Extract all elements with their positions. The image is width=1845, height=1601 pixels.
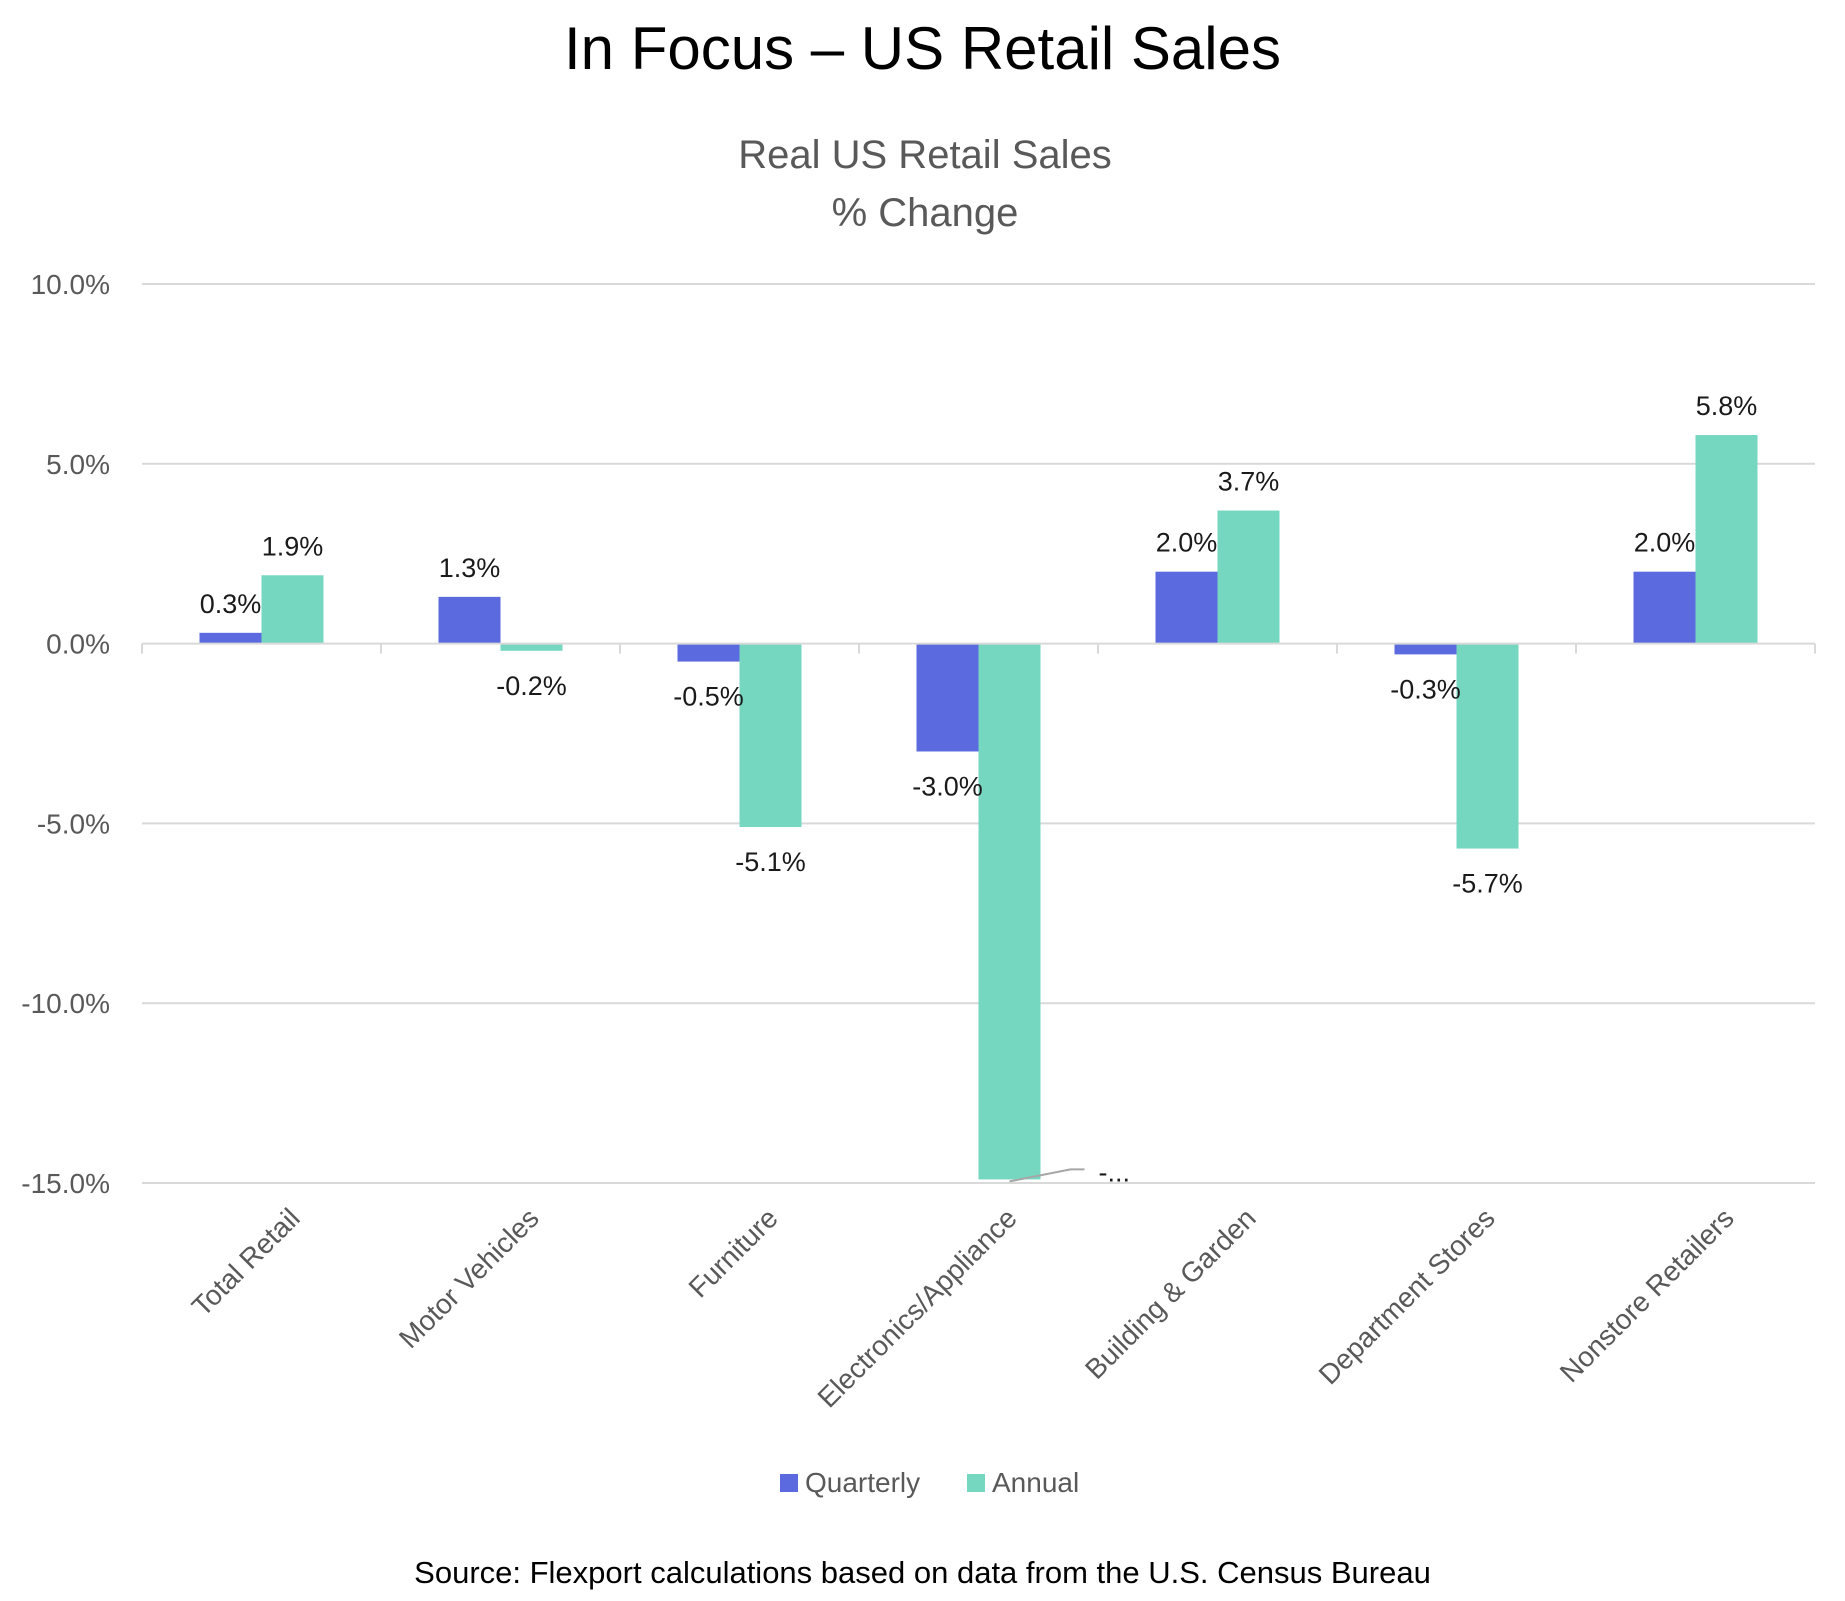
x-category-label: Electronics/Appliance — [812, 1202, 1023, 1413]
bar-annual-5 — [1217, 510, 1280, 644]
bar-annual-1 — [261, 575, 324, 644]
bar-quarterly-5 — [1155, 571, 1218, 644]
x-category-label: Furniture — [683, 1202, 784, 1303]
y-tick-label: -5.0% — [37, 808, 110, 839]
data-label: -... — [1099, 1157, 1131, 1187]
legend-swatch-annual — [967, 1474, 985, 1492]
data-label: 3.7% — [1218, 467, 1280, 497]
data-label: 1.9% — [262, 531, 324, 561]
legend-label-quarterly: Quarterly — [805, 1467, 920, 1498]
bar-annual-6 — [1456, 643, 1519, 849]
chart-title: Real US Retail Sales — [738, 133, 1112, 177]
bar-quarterly-7 — [1633, 571, 1696, 644]
bar-annual-7 — [1695, 435, 1758, 644]
x-category-label: Motor Vehicles — [393, 1202, 545, 1354]
x-category-label: Building & Garden — [1079, 1202, 1262, 1385]
leader-line — [1009, 1168, 1085, 1183]
bar-quarterly-1 — [199, 632, 262, 644]
data-label: -0.3% — [1390, 674, 1461, 704]
bar-quarterly-6 — [1394, 643, 1457, 655]
page-title: In Focus – US Retail Sales — [564, 15, 1281, 82]
bar-annual-3 — [739, 643, 802, 827]
data-label: 2.0% — [1634, 528, 1696, 558]
legend-swatch-quarterly — [780, 1474, 798, 1492]
y-tick-label: -15.0% — [21, 1168, 110, 1199]
bar-annual-2 — [500, 643, 563, 651]
data-label: -3.0% — [912, 771, 983, 801]
legend: Quarterly Annual — [780, 1467, 1079, 1498]
y-tick-label: 0.0% — [46, 629, 110, 660]
source-note: Source: Flexport calculations based on d… — [414, 1555, 1431, 1590]
y-tick-label: 10.0% — [31, 269, 110, 300]
legend-label-annual: Annual — [992, 1467, 1079, 1498]
bar-quarterly-2 — [438, 596, 501, 644]
data-label: 2.0% — [1156, 528, 1218, 558]
data-labels: 0.3% 1.3% -0.5% -3.0% 2.0% -0.3% 2.0% 1.9% -0.2%… — [200, 391, 1758, 1187]
bar-quarterly-3 — [677, 643, 740, 662]
chart-subtitle: % Change — [832, 191, 1019, 235]
x-category-label: Department Stores — [1313, 1202, 1501, 1390]
bar-annual-4 — [978, 643, 1041, 1180]
data-label: -5.1% — [735, 847, 806, 877]
data-label: -0.5% — [673, 682, 744, 712]
bar-quarterly-4 — [916, 643, 979, 752]
data-label: 1.3% — [439, 553, 501, 583]
x-category-label: Total Retail — [186, 1202, 306, 1322]
bars — [199, 435, 1758, 1180]
data-label: 0.3% — [200, 589, 262, 619]
y-axis: 10.0% 5.0% 0.0% -5.0% -10.0% -15.0% — [21, 269, 110, 1199]
data-label: -0.2% — [496, 671, 567, 701]
x-category-label: Nonstore Retailers — [1554, 1202, 1740, 1388]
data-label: 5.8% — [1696, 391, 1758, 421]
y-tick-label: 5.0% — [46, 449, 110, 480]
data-label: -5.7% — [1452, 869, 1523, 899]
y-tick-label: -10.0% — [21, 988, 110, 1019]
